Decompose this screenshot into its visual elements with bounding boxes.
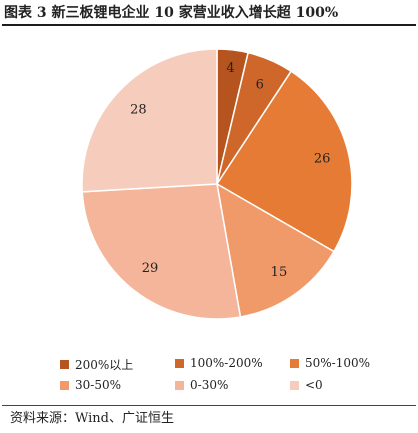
legend-label: 50%-100% (305, 356, 371, 370)
data-label-0: 4 (226, 61, 234, 76)
data-label-3: 15 (271, 265, 288, 280)
data-label-4: 29 (142, 261, 159, 276)
legend-item-2: 50%-100% (290, 356, 370, 370)
source-note: 资料来源：Wind、广证恒生 (10, 411, 174, 426)
pie-chart: 4 6 26 15 29 28 (81, 48, 353, 320)
legend-item-4: 0-30% (175, 378, 228, 392)
legend-swatch (175, 358, 184, 368)
data-label-2: 26 (314, 152, 331, 167)
legend-label: 100%-200% (190, 356, 263, 370)
data-label-5: 28 (130, 102, 147, 117)
legend-swatch (175, 380, 184, 390)
legend-item-5: <0 (290, 378, 323, 392)
pie-slice-4 (81, 183, 242, 320)
legend-swatch (60, 380, 69, 390)
pie-data-labels: 4 6 26 15 29 28 (130, 61, 330, 280)
legend-swatch (290, 380, 299, 390)
legend-item-1: 100%-200% (175, 356, 263, 370)
legend-item-0: 200%以上 (60, 356, 133, 373)
bottom-rule (2, 405, 416, 406)
legend-item-3: 30-50% (60, 378, 121, 392)
legend-label: 0-30% (190, 378, 229, 392)
legend-label: <0 (305, 378, 323, 392)
pie-slice-3 (215, 182, 335, 318)
data-label-1: 6 (256, 77, 264, 92)
pie-slices (81, 48, 353, 320)
legend-swatch (290, 358, 299, 368)
figure-title: 图表 3 新三板锂电企业 10 家营业收入增长超 100% (4, 5, 339, 21)
top-rule (2, 24, 416, 26)
legend-swatch (60, 360, 69, 369)
pie-slice-2 (215, 70, 353, 253)
legend-label: 30-50% (75, 378, 121, 392)
legend-label: 200%以上 (75, 358, 134, 372)
pie-slice-5 (81, 48, 218, 193)
